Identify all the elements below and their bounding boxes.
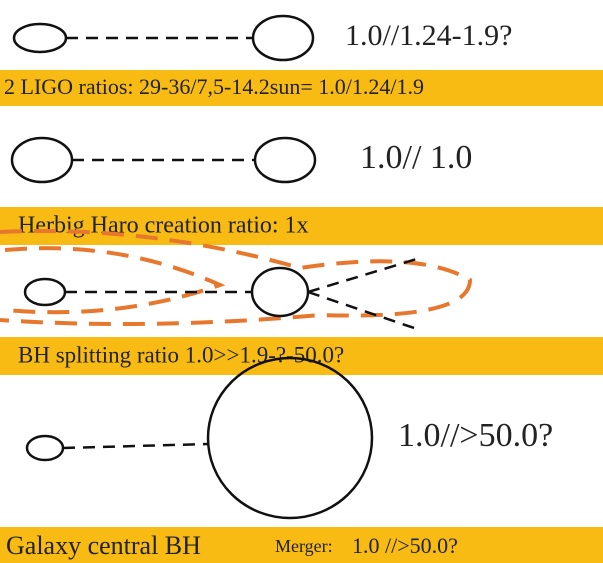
- banner-text: Herbig Haro creation ratio: 1x: [18, 213, 309, 239]
- outflow-outline: [0, 229, 473, 326]
- banner-text: Merger:: [275, 536, 333, 556]
- ratio-label: 1.0//>50.0?: [398, 417, 553, 454]
- banner: [0, 337, 603, 375]
- large-body: [251, 14, 315, 62]
- banner-text: Galaxy central BH: [6, 531, 201, 560]
- link: [62, 442, 209, 450]
- banner-text: BH splitting ratio 1.0>>1.9-?-50.0?: [18, 342, 344, 367]
- banner-text: 1.0 //>50.0?: [352, 533, 458, 558]
- banner: [0, 70, 603, 106]
- body: [253, 136, 317, 184]
- outflow-outline: [4, 246, 226, 315]
- banner: [0, 527, 603, 563]
- banner-text: 2 LIGO ratios: 29-36/7,5-14.2sun= 1.0/1.…: [4, 74, 424, 99]
- large-body: [206, 356, 374, 520]
- banner: [0, 207, 603, 245]
- ratio-label: 1.0// 1.0: [360, 139, 472, 176]
- ratio-label: 1.0//1.24-1.9?: [345, 19, 512, 52]
